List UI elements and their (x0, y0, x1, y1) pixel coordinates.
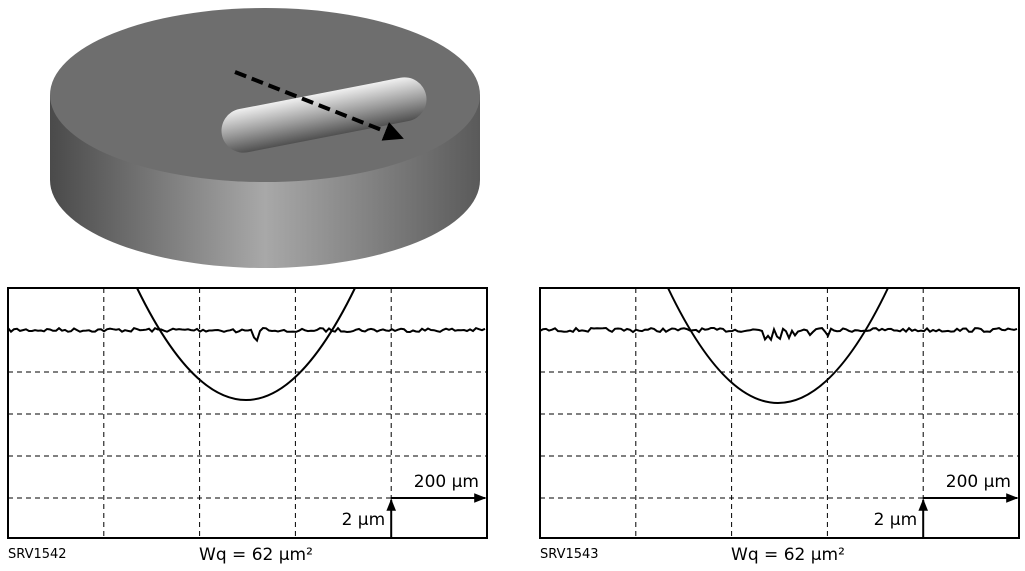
scale-x-label: 200 µm (946, 472, 1011, 492)
panel-frame (539, 287, 1020, 539)
disk (50, 8, 480, 268)
formula: Wq = 62 µm² (731, 545, 845, 565)
panel-id: SRV1542 (8, 547, 67, 562)
profile-panel: 200 µm 2 µm SRV1542 Wq = 62 µm² (7, 287, 488, 565)
panel-id: SRV1543 (540, 547, 599, 562)
profile-panel: 200 µm 2 µm SRV1543 Wq = 62 µm² (539, 287, 1020, 565)
scale-x-label: 200 µm (414, 472, 479, 492)
formula: Wq = 62 µm² (199, 545, 313, 565)
stylus-tip (667, 287, 889, 404)
surface-profile (539, 326, 1018, 342)
stylus-tip (136, 287, 356, 401)
surface-profile (7, 326, 486, 343)
scale-y-label: 2 µm (874, 510, 918, 530)
panel-frame (7, 287, 488, 539)
profile-panels: 200 µm 2 µm SRV1542 Wq = 62 µm² 200 µm 2 µm SR… (7, 287, 1020, 565)
scale-y-label: 2 µm (342, 510, 386, 530)
